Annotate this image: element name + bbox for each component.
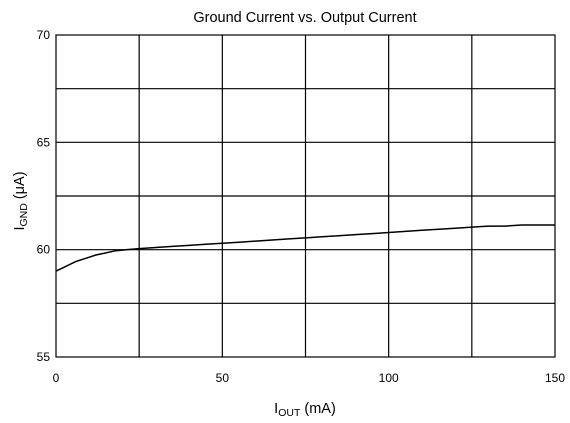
x-tick-label: 50: [216, 371, 230, 385]
y-axis-label-unit: (μA): [12, 171, 28, 203]
x-axis-label-main: I: [274, 401, 278, 417]
y-tick-label: 55: [37, 350, 51, 364]
x-axis-label-sub: OUT: [278, 407, 301, 419]
grid: [56, 35, 555, 357]
y-axis-label-sub: GND: [18, 203, 30, 227]
y-axis-label: IGND (μA): [12, 171, 30, 230]
y-tick-label: 60: [37, 243, 51, 257]
x-tick-label: 100: [379, 371, 399, 385]
y-tick-label: 65: [37, 135, 51, 149]
plot-frame: [55, 34, 556, 358]
chart-title: Ground Current vs. Output Current: [193, 10, 416, 26]
x-tick-label: 150: [545, 371, 565, 385]
x-tick-labels: 0 50 100 150: [53, 371, 566, 385]
y-tick-labels: 55 60 65 70: [37, 28, 51, 364]
x-axis-label-unit: (mA): [300, 401, 335, 417]
y-tick-label: 70: [37, 28, 51, 42]
x-axis-label: IOUT (mA): [274, 401, 336, 419]
series-line: [55, 224, 555, 272]
y-axis-label-main: I: [12, 227, 28, 231]
x-tick-label: 0: [53, 371, 60, 385]
